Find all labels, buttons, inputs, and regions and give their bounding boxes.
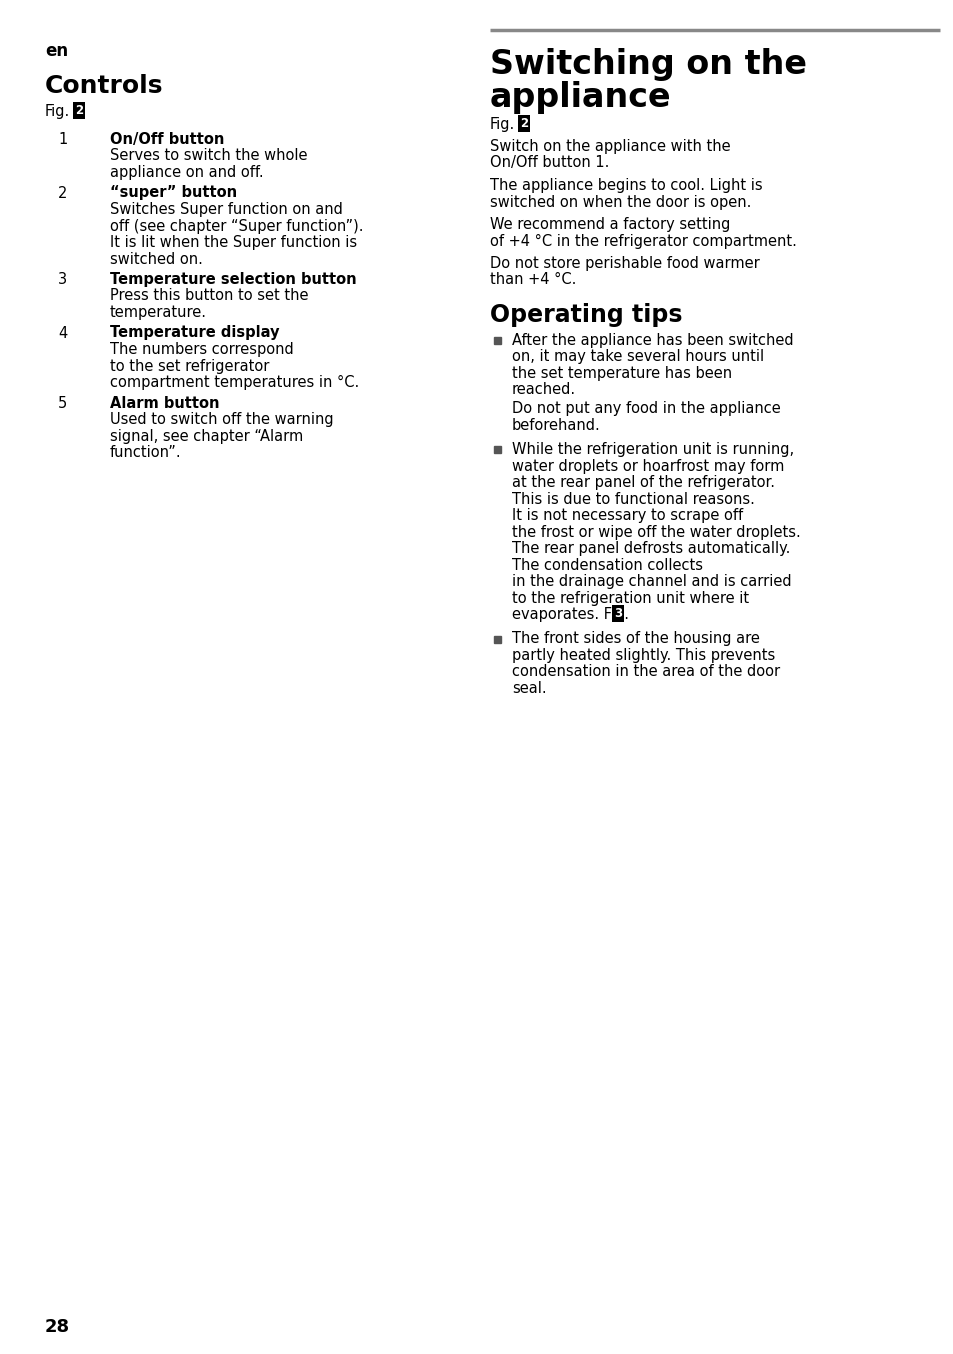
Text: The numbers correspond: The numbers correspond bbox=[110, 343, 294, 357]
Text: 3: 3 bbox=[58, 272, 67, 287]
Text: of +4 °C in the refrigerator compartment.: of +4 °C in the refrigerator compartment… bbox=[490, 233, 796, 249]
Text: Switches Super function on and: Switches Super function on and bbox=[110, 202, 342, 217]
Text: The appliance begins to cool. Light is: The appliance begins to cool. Light is bbox=[490, 177, 761, 194]
Text: Fig.: Fig. bbox=[45, 104, 71, 119]
Text: in the drainage channel and is carried: in the drainage channel and is carried bbox=[512, 574, 791, 589]
Text: Temperature display: Temperature display bbox=[110, 325, 279, 340]
Text: signal, see chapter “Alarm: signal, see chapter “Alarm bbox=[110, 428, 303, 444]
Text: evaporates. Fig.: evaporates. Fig. bbox=[512, 607, 633, 621]
Text: reached.: reached. bbox=[512, 382, 576, 398]
Text: switched on.: switched on. bbox=[110, 252, 203, 267]
Text: 2: 2 bbox=[519, 116, 528, 130]
Text: seal.: seal. bbox=[512, 681, 546, 696]
Text: than +4 °C.: than +4 °C. bbox=[490, 272, 576, 287]
Text: Do not store perishable food warmer: Do not store perishable food warmer bbox=[490, 256, 759, 271]
Text: 5: 5 bbox=[58, 395, 67, 410]
Text: to the set refrigerator: to the set refrigerator bbox=[110, 359, 269, 374]
Text: Controls: Controls bbox=[45, 74, 163, 97]
Text: Do not put any food in the appliance: Do not put any food in the appliance bbox=[512, 401, 780, 416]
Text: on, it may take several hours until: on, it may take several hours until bbox=[512, 349, 763, 364]
Text: Serves to switch the whole: Serves to switch the whole bbox=[110, 149, 307, 164]
Text: It is not necessary to scrape off: It is not necessary to scrape off bbox=[512, 508, 742, 523]
Text: Operating tips: Operating tips bbox=[490, 303, 681, 328]
Text: The front sides of the housing are: The front sides of the housing are bbox=[512, 631, 760, 646]
Text: The condensation collects: The condensation collects bbox=[512, 558, 702, 573]
Text: It is lit when the Super function is: It is lit when the Super function is bbox=[110, 236, 356, 250]
Text: 1: 1 bbox=[58, 131, 67, 148]
Text: On/Off button 1.: On/Off button 1. bbox=[490, 156, 609, 171]
Text: The rear panel defrosts automatically.: The rear panel defrosts automatically. bbox=[512, 542, 789, 556]
Text: condensation in the area of the door: condensation in the area of the door bbox=[512, 665, 780, 680]
Text: 2: 2 bbox=[75, 104, 83, 116]
Text: 2: 2 bbox=[58, 185, 68, 200]
Text: temperature.: temperature. bbox=[110, 305, 207, 320]
Text: the set temperature has been: the set temperature has been bbox=[512, 366, 731, 380]
Text: We recommend a factory setting: We recommend a factory setting bbox=[490, 217, 730, 232]
Text: Temperature selection button: Temperature selection button bbox=[110, 272, 356, 287]
Text: the frost or wipe off the water droplets.: the frost or wipe off the water droplets… bbox=[512, 524, 800, 539]
Bar bbox=[494, 445, 500, 454]
Text: to the refrigeration unit where it: to the refrigeration unit where it bbox=[512, 590, 748, 605]
Bar bbox=[494, 337, 500, 344]
Text: Used to switch off the warning: Used to switch off the warning bbox=[110, 412, 334, 427]
Text: After the appliance has been switched: After the appliance has been switched bbox=[512, 333, 793, 348]
Text: switched on when the door is open.: switched on when the door is open. bbox=[490, 195, 751, 210]
Text: at the rear panel of the refrigerator.: at the rear panel of the refrigerator. bbox=[512, 475, 774, 490]
Text: partly heated slightly. This prevents: partly heated slightly. This prevents bbox=[512, 649, 775, 663]
Text: While the refrigeration unit is running,: While the refrigeration unit is running, bbox=[512, 441, 793, 458]
Text: Fig.: Fig. bbox=[490, 116, 515, 131]
Text: 3: 3 bbox=[614, 607, 621, 620]
Text: water droplets or hoarfrost may form: water droplets or hoarfrost may form bbox=[512, 459, 783, 474]
Bar bbox=[494, 635, 500, 643]
Text: Alarm button: Alarm button bbox=[110, 395, 219, 410]
Text: This is due to functional reasons.: This is due to functional reasons. bbox=[512, 492, 754, 506]
Text: en: en bbox=[45, 42, 68, 60]
Text: Switch on the appliance with the: Switch on the appliance with the bbox=[490, 139, 730, 154]
Text: Press this button to set the: Press this button to set the bbox=[110, 288, 308, 303]
Text: Switching on the: Switching on the bbox=[490, 47, 806, 81]
Text: On/Off button: On/Off button bbox=[110, 131, 224, 148]
Text: appliance on and off.: appliance on and off. bbox=[110, 165, 263, 180]
Text: appliance: appliance bbox=[490, 81, 671, 114]
Text: “super” button: “super” button bbox=[110, 185, 237, 200]
Text: 4: 4 bbox=[58, 325, 67, 340]
Text: off (see chapter “Super function”).: off (see chapter “Super function”). bbox=[110, 218, 363, 233]
Text: beforehand.: beforehand. bbox=[512, 417, 600, 432]
Text: function”.: function”. bbox=[110, 445, 181, 460]
Text: compartment temperatures in °C.: compartment temperatures in °C. bbox=[110, 375, 359, 390]
Text: 28: 28 bbox=[45, 1317, 71, 1336]
